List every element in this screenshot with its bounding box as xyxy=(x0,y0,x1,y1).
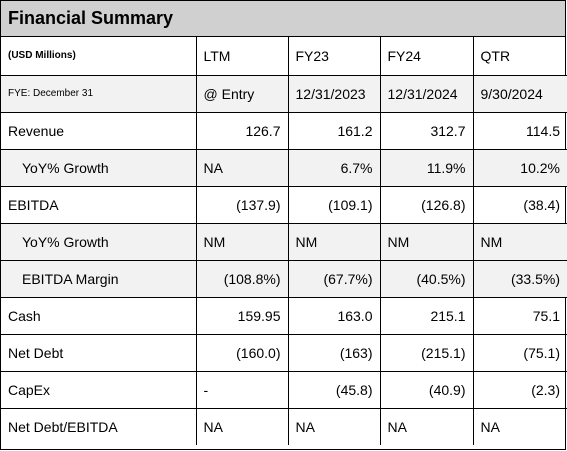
table-cell: (38.4) xyxy=(472,186,567,224)
table-cell: NA xyxy=(195,149,288,187)
table-row: Net Debt (160.0) (163) (215.1) (75.1) xyxy=(1,334,567,372)
table-cell: (75.1) xyxy=(472,334,567,372)
table-cell: NA xyxy=(287,408,380,445)
table-cell: (108.8%) xyxy=(195,260,288,298)
table-row: EBITDA Margin (108.8%) (67.7%) (40.5%) (33.5… xyxy=(1,260,567,298)
table-cell: 114.5 xyxy=(472,112,567,150)
table-cell: (33.5%) xyxy=(472,260,567,298)
table-cell: 159.95 xyxy=(195,297,288,335)
financial-table: (USD Millions) LTM FY23 FY24 QTR FYE: De… xyxy=(1,37,567,445)
table-cell: 163.0 xyxy=(287,297,380,335)
table-row: Revenue 126.7 161.2 312.7 114.5 xyxy=(1,112,567,150)
table-cell: (163) xyxy=(287,334,380,372)
fye-fy24: 12/31/2024 xyxy=(379,75,473,113)
table-cell: (67.7%) xyxy=(287,260,380,298)
table-cell: NM xyxy=(287,223,380,261)
table-cell: - xyxy=(195,371,288,409)
table-row: YoY% Growth NM NM NM NM xyxy=(1,223,567,261)
row-label: EBITDA xyxy=(1,186,196,224)
fye-qtr: 9/30/2024 xyxy=(472,75,567,113)
column-header-fy24: FY24 xyxy=(379,37,473,76)
fye-row: FYE: December 31 @ Entry 12/31/2023 12/3… xyxy=(1,75,567,113)
table-cell: NA xyxy=(472,408,567,445)
fye-label: FYE: December 31 xyxy=(1,75,196,113)
column-header-ltm: LTM xyxy=(195,37,288,76)
table-cell: (45.8) xyxy=(287,371,380,409)
table-cell: (2.3) xyxy=(472,371,567,409)
table-cell: 10.2% xyxy=(472,149,567,187)
fye-fy23: 12/31/2023 xyxy=(287,75,380,113)
table-cell: 215.1 xyxy=(379,297,473,335)
table-cell: 312.7 xyxy=(379,112,473,150)
units-label: (USD Millions) xyxy=(1,37,196,76)
row-label: Net Debt/EBITDA xyxy=(8,418,118,435)
table-row: Cash 159.95 163.0 215.1 75.1 xyxy=(1,297,567,335)
fye-ltm: @ Entry xyxy=(195,75,288,113)
column-header-fy23: FY23 xyxy=(287,37,380,76)
table-cell: (40.9) xyxy=(379,371,473,409)
column-header-qtr: QTR xyxy=(472,37,567,76)
table-cell: NM xyxy=(379,223,473,261)
panel-title: Financial Summary xyxy=(1,1,565,37)
table-cell: 11.9% xyxy=(379,149,473,187)
table-cell: 161.2 xyxy=(287,112,380,150)
table-cell: (215.1) xyxy=(379,334,473,372)
table-cell: (40.5%) xyxy=(379,260,473,298)
table-cell: 126.7 xyxy=(195,112,288,150)
table-cell: NA xyxy=(195,408,288,445)
table-row: CapEx - (45.8) (40.9) (2.3) xyxy=(1,371,567,409)
table-cell: NM xyxy=(195,223,288,261)
table-row: EBITDA (137.9) (109.1) (126.8) (38.4) xyxy=(1,186,567,224)
table-cell: NA xyxy=(379,408,473,445)
table-cell: 75.1 xyxy=(472,297,567,335)
table-row: Net Debt/EBITDA NA NA NA NA xyxy=(1,408,567,445)
table-cell: (126.8) xyxy=(379,186,473,224)
row-label: Cash xyxy=(1,297,196,335)
row-label: CapEx xyxy=(1,371,196,409)
header-row: (USD Millions) LTM FY23 FY24 QTR xyxy=(1,37,567,76)
row-label: YoY% Growth xyxy=(1,223,196,261)
table-cell: 6.7% xyxy=(287,149,380,187)
row-label: EBITDA Margin xyxy=(1,260,196,298)
row-label: Net Debt xyxy=(1,334,196,372)
row-label: Revenue xyxy=(1,112,196,150)
table-cell: (160.0) xyxy=(195,334,288,372)
table-row: YoY% Growth NA 6.7% 11.9% 10.2% xyxy=(1,149,567,187)
row-label: YoY% Growth xyxy=(1,149,196,187)
table-cell: NM xyxy=(472,223,567,261)
table-cell: (109.1) xyxy=(287,186,380,224)
table-cell: (137.9) xyxy=(195,186,288,224)
